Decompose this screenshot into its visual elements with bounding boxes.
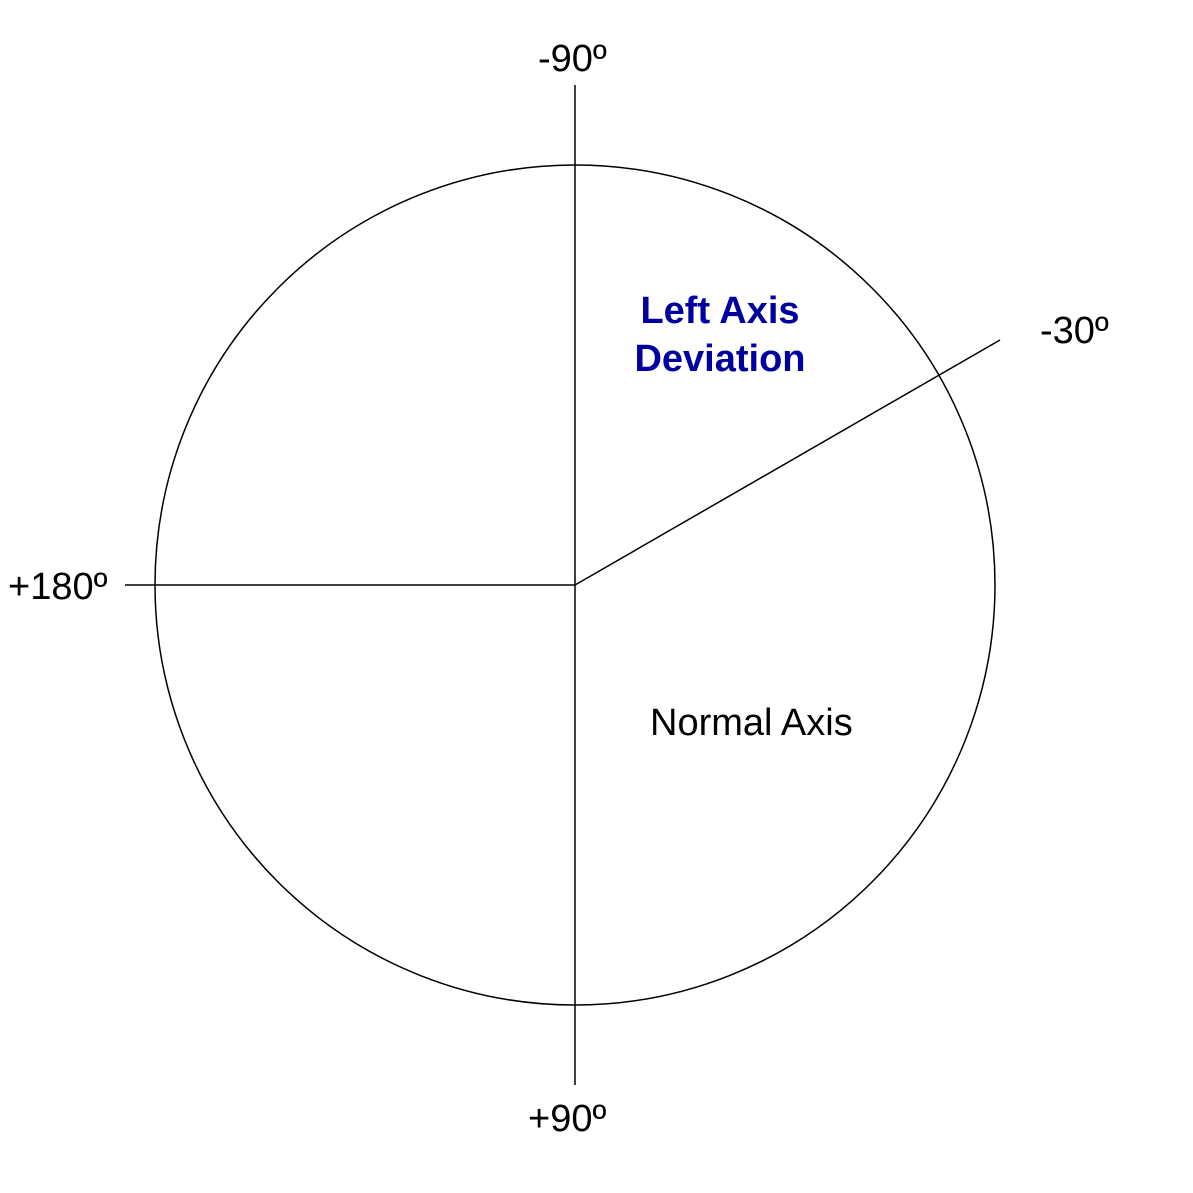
axis-label-bottom: +90º bbox=[528, 1098, 606, 1141]
diagram-svg bbox=[0, 0, 1193, 1193]
region-label-left-axis-deviation: Left Axis Deviation bbox=[620, 288, 820, 383]
lad-line2: Deviation bbox=[634, 338, 805, 380]
axis-label-left: +180º bbox=[8, 566, 107, 609]
axis-label-top: -90º bbox=[538, 38, 607, 81]
axis-label-minus30: -30º bbox=[1040, 310, 1109, 353]
region-label-normal-axis: Normal Axis bbox=[650, 700, 853, 748]
lad-line1: Left Axis bbox=[640, 290, 799, 332]
axis-diagram: -90º -30º +180º +90º Left Axis Deviation… bbox=[0, 0, 1193, 1193]
